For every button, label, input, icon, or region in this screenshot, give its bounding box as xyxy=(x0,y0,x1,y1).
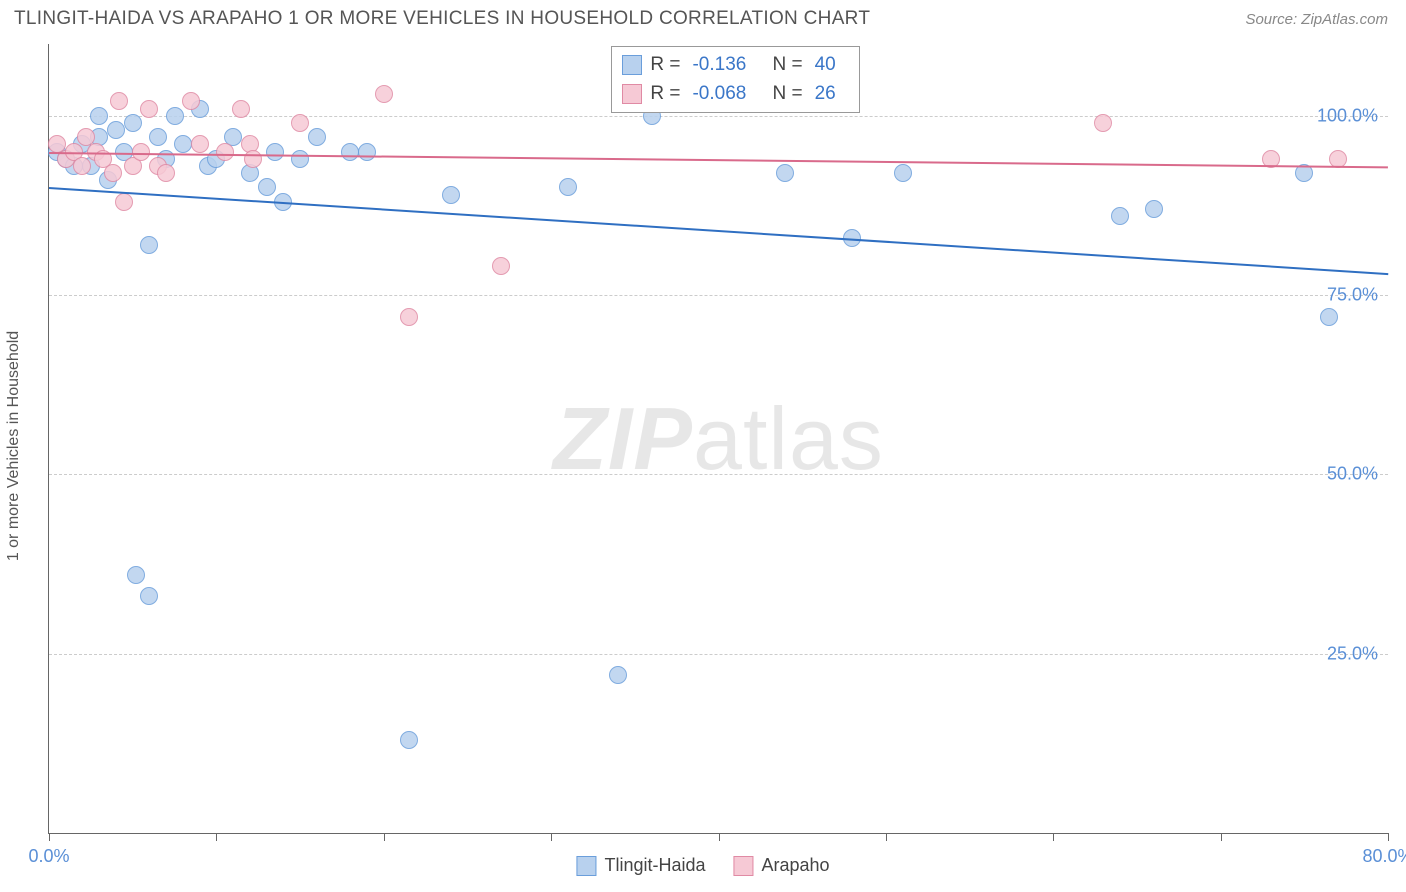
x-tick-label: 80.0% xyxy=(1362,846,1406,867)
legend-label: Tlingit-Haida xyxy=(604,855,705,876)
data-point xyxy=(191,135,209,153)
x-tick xyxy=(719,833,720,841)
plot-area: 25.0%50.0%75.0%100.0%0.0%80.0% ZIPatlas … xyxy=(48,44,1388,834)
x-tick-label: 0.0% xyxy=(28,846,69,867)
gridline xyxy=(49,116,1388,117)
data-point xyxy=(124,114,142,132)
data-point xyxy=(400,308,418,326)
data-point xyxy=(776,164,794,182)
r-label: R = xyxy=(650,51,680,80)
data-point xyxy=(166,107,184,125)
data-point xyxy=(232,100,250,118)
r-value: -0.136 xyxy=(692,51,764,80)
data-point xyxy=(1145,200,1163,218)
data-point xyxy=(1320,308,1338,326)
data-point xyxy=(115,193,133,211)
y-axis-title: 1 or more Vehicles in Household xyxy=(5,331,23,561)
data-point xyxy=(140,100,158,118)
data-point xyxy=(375,85,393,103)
r-label: R = xyxy=(650,80,680,109)
data-point xyxy=(1094,114,1112,132)
data-point xyxy=(291,114,309,132)
data-point xyxy=(894,164,912,182)
data-point xyxy=(358,143,376,161)
legend-swatch xyxy=(622,84,642,104)
data-point xyxy=(140,587,158,605)
x-tick xyxy=(1053,833,1054,841)
x-tick xyxy=(1221,833,1222,841)
legend-row: R = -0.136 N = 40 xyxy=(622,51,844,80)
y-tick-label: 25.0% xyxy=(1327,643,1378,664)
n-value: 26 xyxy=(815,80,845,109)
trend-line xyxy=(49,187,1388,275)
data-point xyxy=(400,731,418,749)
data-point xyxy=(341,143,359,161)
data-point xyxy=(244,150,262,168)
x-tick xyxy=(49,833,50,841)
legend-swatch xyxy=(733,856,753,876)
data-point xyxy=(266,143,284,161)
data-point xyxy=(149,128,167,146)
data-point xyxy=(308,128,326,146)
data-point xyxy=(73,157,91,175)
data-point xyxy=(182,92,200,110)
gridline xyxy=(49,654,1388,655)
y-tick-label: 100.0% xyxy=(1317,105,1378,126)
data-point xyxy=(140,236,158,254)
data-point xyxy=(107,121,125,139)
data-point xyxy=(559,178,577,196)
legend-swatch xyxy=(622,55,642,75)
legend-item: Tlingit-Haida xyxy=(576,855,705,876)
x-tick xyxy=(886,833,887,841)
data-point xyxy=(90,107,108,125)
x-tick xyxy=(384,833,385,841)
data-point xyxy=(104,164,122,182)
legend-swatch xyxy=(576,856,596,876)
correlation-legend: R = -0.136 N = 40 R = -0.068 N = 26 xyxy=(611,46,859,113)
y-tick-label: 75.0% xyxy=(1327,285,1378,306)
x-tick xyxy=(1388,833,1389,841)
x-tick xyxy=(551,833,552,841)
data-point xyxy=(258,178,276,196)
n-label: N = xyxy=(772,51,802,80)
legend-label: Arapaho xyxy=(761,855,829,876)
r-value: -0.068 xyxy=(692,80,764,109)
chart-title: TLINGIT-HAIDA VS ARAPAHO 1 OR MORE VEHIC… xyxy=(14,8,870,30)
series-legend: Tlingit-Haida Arapaho xyxy=(576,855,829,876)
data-point xyxy=(291,150,309,168)
data-point xyxy=(216,143,234,161)
n-value: 40 xyxy=(815,51,845,80)
gridline xyxy=(49,295,1388,296)
title-bar: TLINGIT-HAIDA VS ARAPAHO 1 OR MORE VEHIC… xyxy=(0,0,1406,34)
source-label: Source: ZipAtlas.com xyxy=(1245,11,1388,28)
data-point xyxy=(492,257,510,275)
data-point xyxy=(127,566,145,584)
data-point xyxy=(609,666,627,684)
x-tick xyxy=(216,833,217,841)
n-label: N = xyxy=(772,80,802,109)
data-point xyxy=(442,186,460,204)
legend-item: Arapaho xyxy=(733,855,829,876)
data-point xyxy=(157,164,175,182)
data-point xyxy=(132,143,150,161)
data-point xyxy=(174,135,192,153)
gridline xyxy=(49,474,1388,475)
data-point xyxy=(110,92,128,110)
y-tick-label: 50.0% xyxy=(1327,464,1378,485)
legend-row: R = -0.068 N = 26 xyxy=(622,80,844,109)
data-point xyxy=(1111,207,1129,225)
